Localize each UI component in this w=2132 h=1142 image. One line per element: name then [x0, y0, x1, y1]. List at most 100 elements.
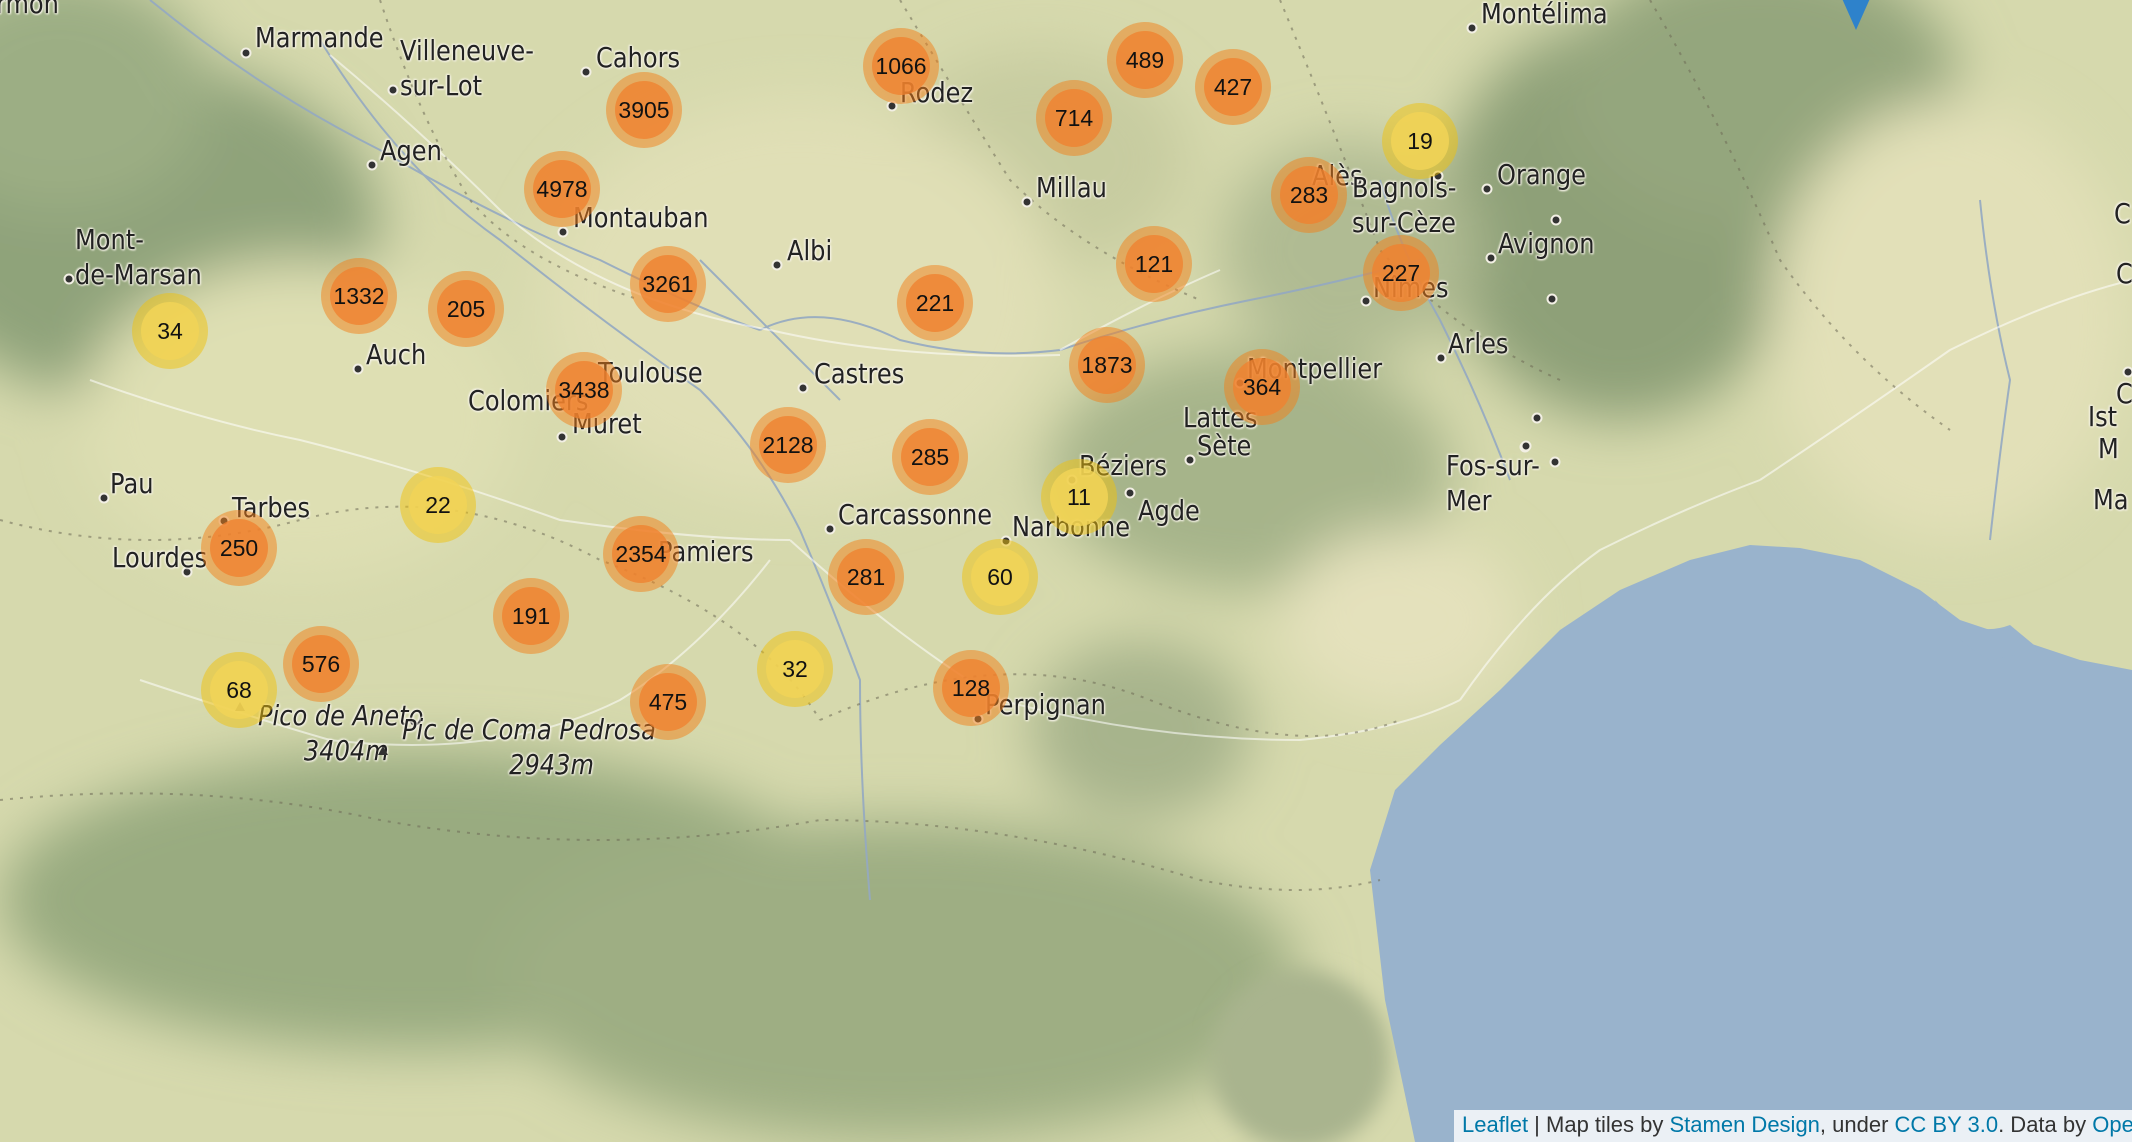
- marker-cluster[interactable]: 2128: [750, 407, 826, 483]
- city-dot-icon: [2122, 366, 2132, 378]
- cluster-count: 427: [1204, 58, 1262, 116]
- cluster-count: 32: [766, 640, 824, 698]
- city-dot-icon: [1546, 293, 1558, 305]
- marker-cluster[interactable]: 3905: [606, 72, 682, 148]
- marker-cluster[interactable]: 22: [400, 467, 476, 543]
- stamen-link[interactable]: Stamen Design: [1669, 1112, 1820, 1137]
- city-label: Villeneuve- sur-Lot: [400, 34, 534, 102]
- osm-link[interactable]: Ope: [2092, 1112, 2132, 1137]
- city-label: Mont- de-Marsan: [75, 223, 202, 291]
- marker-cluster[interactable]: 128: [933, 650, 1009, 726]
- marker-cluster[interactable]: 283: [1271, 157, 1347, 233]
- city-dot-icon: [1550, 214, 1562, 226]
- marker-cluster[interactable]: 364: [1224, 349, 1300, 425]
- marker-cluster[interactable]: 19: [1382, 103, 1458, 179]
- partial-city-label: M: [2098, 432, 2119, 465]
- marker-cluster[interactable]: 227: [1363, 235, 1439, 311]
- marker-cluster[interactable]: 576: [283, 626, 359, 702]
- cluster-count: 475: [639, 673, 697, 731]
- city-dot-icon: [1531, 412, 1543, 424]
- city-label: Marmande: [255, 21, 384, 54]
- marker-cluster[interactable]: 3261: [630, 246, 706, 322]
- partial-city-label: Ma: [2093, 483, 2129, 516]
- cluster-count: 191: [502, 587, 560, 645]
- marker-cluster[interactable]: 1332: [321, 258, 397, 334]
- marker-cluster[interactable]: 2354: [603, 516, 679, 592]
- marker-cluster[interactable]: 121: [1116, 226, 1192, 302]
- marker-cluster[interactable]: 489: [1107, 22, 1183, 98]
- marker-cluster[interactable]: 250: [201, 510, 277, 586]
- city-label: Avignon: [1498, 227, 1595, 260]
- peak-triangle-icon: [378, 746, 388, 755]
- marker-cluster[interactable]: 475: [630, 664, 706, 740]
- cluster-count: 205: [437, 280, 495, 338]
- location-marker-icon[interactable]: [1840, 0, 1872, 30]
- city-dot-icon: [1360, 295, 1372, 307]
- city-dot-icon: [1485, 252, 1497, 264]
- cluster-count: 3261: [639, 255, 697, 313]
- marker-cluster[interactable]: 205: [428, 271, 504, 347]
- marker-cluster[interactable]: 32: [757, 631, 833, 707]
- cluster-count: 221: [906, 274, 964, 332]
- cluster-count: 1332: [330, 267, 388, 325]
- cluster-count: 2354: [612, 525, 670, 583]
- cluster-count: 3438: [555, 361, 613, 419]
- cluster-count: 250: [210, 519, 268, 577]
- city-label: Lourdes: [112, 541, 208, 574]
- city-dot-icon: [1520, 440, 1532, 452]
- cluster-count: 576: [292, 635, 350, 693]
- city-dot-icon: [240, 47, 252, 59]
- city-dot-icon: [366, 159, 378, 171]
- marker-cluster[interactable]: 281: [828, 539, 904, 615]
- city-label: Montélima: [1481, 0, 1608, 30]
- cluster-count: 34: [141, 302, 199, 360]
- cluster-count: 714: [1045, 89, 1103, 147]
- marker-cluster[interactable]: 11: [1041, 459, 1117, 535]
- marker-cluster[interactable]: 1066: [863, 28, 939, 104]
- license-link[interactable]: CC BY 3.0: [1894, 1112, 1999, 1137]
- cluster-count: 128: [942, 659, 1000, 717]
- marker-cluster[interactable]: 285: [892, 419, 968, 495]
- city-dot-icon: [98, 492, 110, 504]
- marker-cluster[interactable]: 714: [1036, 80, 1112, 156]
- marker-cluster[interactable]: 191: [493, 578, 569, 654]
- partial-city-label: C: [2116, 377, 2132, 410]
- city-label: Sète: [1197, 429, 1252, 462]
- cluster-count: 19: [1391, 112, 1449, 170]
- cluster-count: 22: [409, 476, 467, 534]
- marker-cluster[interactable]: 3438: [546, 352, 622, 428]
- cluster-count: 2128: [759, 416, 817, 474]
- marker-cluster[interactable]: 221: [897, 265, 973, 341]
- cluster-count: 1066: [872, 37, 930, 95]
- marker-cluster[interactable]: 4978: [524, 151, 600, 227]
- city-dot-icon: [1184, 454, 1196, 466]
- marker-cluster[interactable]: 1873: [1069, 327, 1145, 403]
- attribution-text-data: . Data by: [1998, 1112, 2093, 1137]
- city-label: Carcassonne: [838, 498, 993, 531]
- cluster-count: 60: [971, 548, 1029, 606]
- city-label: Albi: [787, 234, 833, 267]
- city-dot-icon: [1481, 183, 1493, 195]
- cluster-count: 285: [901, 428, 959, 486]
- city-dot-icon: [1021, 196, 1033, 208]
- city-label: Agde: [1138, 494, 1200, 527]
- partial-city-label: C: [2116, 257, 2132, 290]
- city-label: Pau: [110, 467, 154, 500]
- leaflet-link[interactable]: Leaflet: [1462, 1112, 1529, 1137]
- city-label: Millau: [1036, 171, 1107, 204]
- attribution-text-tiles: | Map tiles by: [1528, 1112, 1670, 1137]
- marker-cluster[interactable]: 60: [962, 539, 1038, 615]
- city-label: Cahors: [596, 41, 681, 74]
- city-dot-icon: [1466, 22, 1478, 34]
- cluster-count: 227: [1372, 244, 1430, 302]
- city-label: Orange: [1497, 158, 1586, 191]
- partial-city-label: Ist: [2088, 400, 2118, 433]
- marker-cluster[interactable]: 34: [132, 293, 208, 369]
- marker-cluster[interactable]: 427: [1195, 49, 1271, 125]
- city-label: Castres: [814, 357, 905, 390]
- city-dot-icon: [1435, 352, 1447, 364]
- cluster-count: 283: [1280, 166, 1338, 224]
- city-label: Bagnols- sur-Cèze: [1352, 171, 1457, 239]
- marker-cluster[interactable]: 68: [201, 652, 277, 728]
